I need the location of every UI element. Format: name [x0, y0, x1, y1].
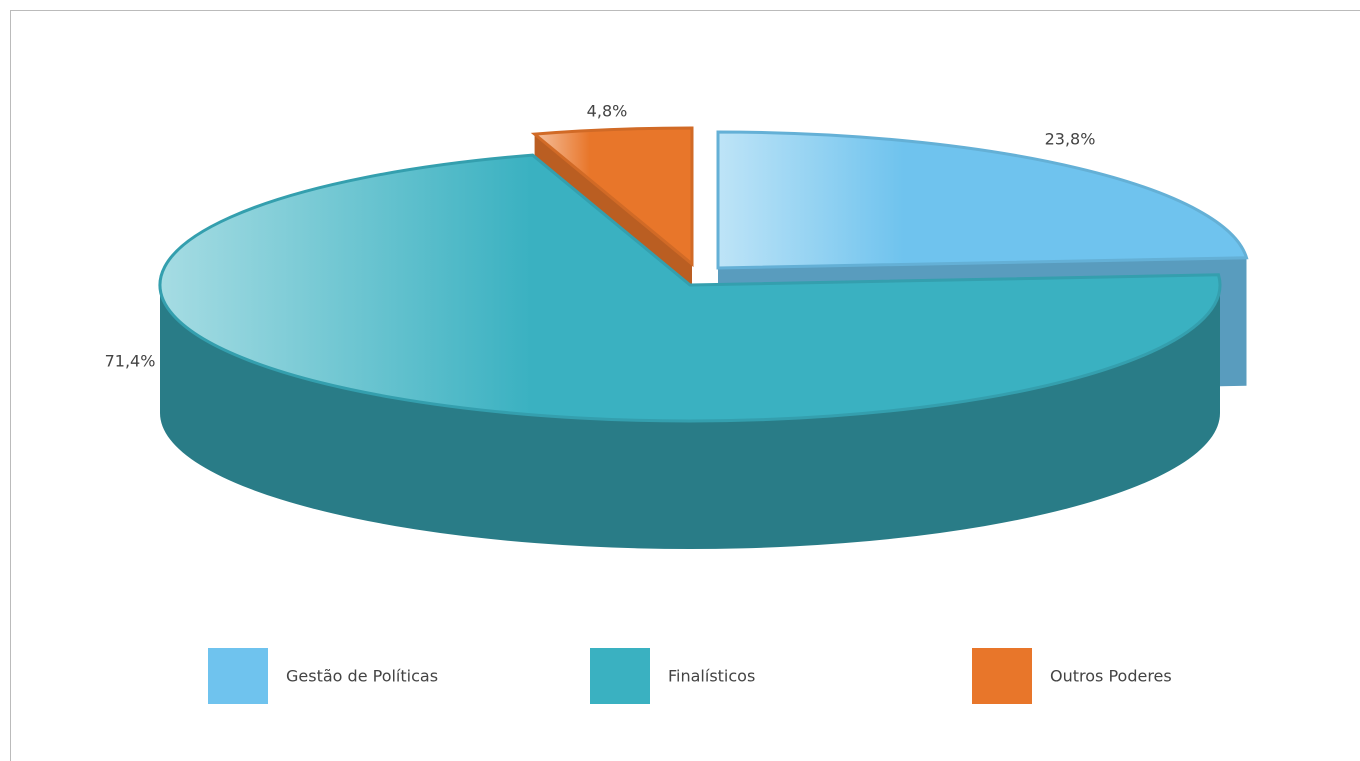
- slice-wall: [160, 285, 1220, 549]
- legend-swatch: [208, 648, 268, 704]
- frame: [10, 10, 1360, 761]
- legend-swatch: [590, 648, 650, 704]
- legend-label: Gestão de Políticas: [286, 667, 438, 686]
- legend-label: Finalísticos: [668, 667, 755, 686]
- value-label: 23,8%: [1045, 130, 1096, 149]
- slice: [158, 153, 1222, 423]
- value-label: 4,8%: [587, 102, 628, 121]
- slice: [716, 130, 1249, 270]
- legend-label: Outros Poderes: [1050, 667, 1172, 686]
- slice: [530, 126, 694, 268]
- legend-swatch: [972, 648, 1032, 704]
- value-label: 71,4%: [105, 352, 156, 371]
